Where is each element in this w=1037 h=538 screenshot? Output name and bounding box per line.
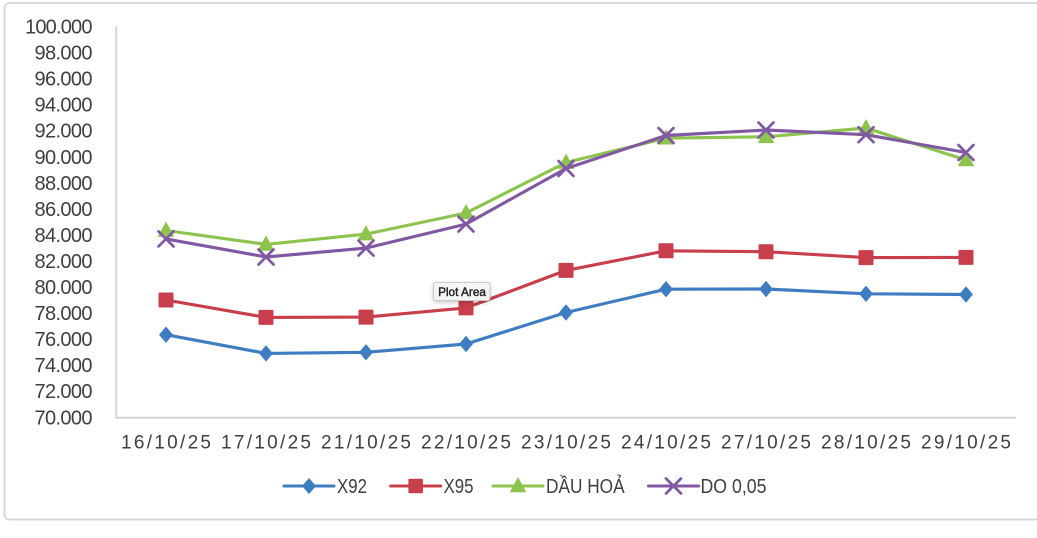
svg-text:70.000: 70.000 — [35, 407, 93, 429]
svg-text:88.000: 88.000 — [35, 173, 93, 195]
svg-text:100.000: 100.000 — [25, 17, 93, 39]
svg-text:72.000: 72.000 — [35, 381, 93, 403]
svg-text:80.000: 80.000 — [35, 277, 93, 299]
svg-text:92.000: 92.000 — [35, 121, 93, 143]
svg-text:84.000: 84.000 — [35, 225, 93, 247]
svg-text:76.000: 76.000 — [35, 329, 93, 351]
svg-text:86.000: 86.000 — [35, 199, 93, 221]
svg-text:78.000: 78.000 — [35, 303, 93, 325]
svg-text:96.000: 96.000 — [35, 69, 93, 91]
svg-text:82.000: 82.000 — [35, 251, 93, 273]
svg-text:X92: X92 — [337, 475, 367, 498]
svg-text:DO 0,05: DO 0,05 — [701, 475, 767, 498]
svg-text:90.000: 90.000 — [35, 147, 93, 169]
svg-text:74.000: 74.000 — [35, 355, 93, 377]
svg-text:98.000: 98.000 — [35, 43, 93, 65]
svg-text:DẦU HOẢ: DẦU HOẢ — [546, 475, 625, 498]
svg-text:Plot Area: Plot Area — [438, 285, 486, 299]
svg-text:94.000: 94.000 — [35, 95, 93, 117]
svg-text:X95: X95 — [444, 475, 474, 498]
